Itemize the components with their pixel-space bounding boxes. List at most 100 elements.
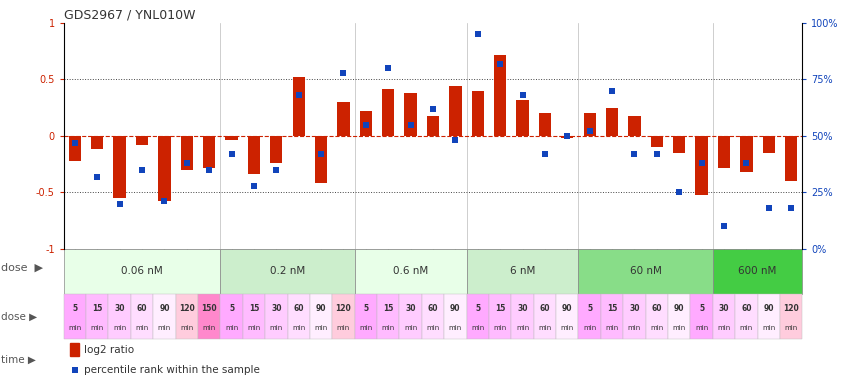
Text: min: min [762, 325, 775, 331]
Bar [382, 89, 395, 136]
Bar [64, 249, 221, 294]
Text: 60 nM: 60 nM [630, 266, 661, 276]
Bar [623, 294, 645, 339]
Text: 60: 60 [651, 304, 662, 313]
Text: min: min [739, 325, 753, 331]
Bar [355, 294, 377, 339]
Bar [467, 249, 578, 294]
Text: min: min [314, 325, 328, 331]
Text: min: min [68, 325, 82, 331]
Bar [265, 294, 288, 339]
Bar [176, 294, 198, 339]
Bar [243, 294, 265, 339]
Text: 30: 30 [271, 304, 282, 313]
Bar [221, 249, 355, 294]
Text: min: min [471, 325, 485, 331]
Text: 600 nM: 600 nM [739, 266, 777, 276]
Bar [668, 294, 690, 339]
Bar [288, 294, 310, 339]
Bar [355, 249, 467, 294]
Text: min: min [247, 325, 261, 331]
Bar [198, 294, 221, 339]
Text: 0.2 nM: 0.2 nM [270, 266, 305, 276]
Text: 90: 90 [674, 304, 684, 313]
Text: 90: 90 [562, 304, 572, 313]
Text: min: min [695, 325, 708, 331]
Bar [780, 294, 802, 339]
Bar [713, 294, 735, 339]
Bar [422, 294, 444, 339]
Bar [516, 100, 529, 136]
Bar [293, 77, 305, 136]
Text: 6 nM: 6 nM [510, 266, 535, 276]
Bar [583, 113, 596, 136]
Text: 30: 30 [719, 304, 729, 313]
Bar [270, 136, 283, 163]
Text: 90: 90 [316, 304, 326, 313]
Text: min: min [560, 325, 574, 331]
Text: log2 ratio: log2 ratio [84, 345, 134, 355]
Text: GDS2967 / YNL010W: GDS2967 / YNL010W [64, 9, 195, 22]
Bar [248, 136, 260, 174]
Text: min: min [381, 325, 395, 331]
Bar [399, 294, 422, 339]
Bar [511, 294, 534, 339]
Text: 30: 30 [405, 304, 416, 313]
Text: min: min [493, 325, 507, 331]
Bar [539, 113, 551, 136]
Bar [310, 294, 332, 339]
Bar [717, 136, 730, 167]
Bar [606, 108, 618, 136]
Text: min: min [627, 325, 641, 331]
Text: 15: 15 [607, 304, 617, 313]
Text: min: min [113, 325, 127, 331]
Bar [315, 136, 327, 183]
Text: min: min [180, 325, 194, 331]
Bar [578, 249, 713, 294]
Text: 15: 15 [383, 304, 393, 313]
Text: min: min [717, 325, 731, 331]
Text: 120: 120 [335, 304, 351, 313]
Bar [181, 136, 193, 170]
Bar [467, 294, 489, 339]
Bar [601, 294, 623, 339]
Text: min: min [449, 325, 462, 331]
Text: 30: 30 [517, 304, 528, 313]
Bar [377, 294, 399, 339]
Text: 120: 120 [784, 304, 799, 313]
Bar [158, 136, 171, 201]
Text: min: min [337, 325, 350, 331]
Bar [221, 294, 243, 339]
Bar [109, 294, 131, 339]
Text: min: min [270, 325, 283, 331]
Bar [471, 91, 484, 136]
Text: 120: 120 [179, 304, 194, 313]
Bar [70, 343, 79, 356]
Bar [136, 136, 149, 145]
Bar [735, 294, 757, 339]
Text: 5: 5 [475, 304, 481, 313]
Text: 30: 30 [629, 304, 639, 313]
Bar [757, 294, 780, 339]
Text: min: min [784, 325, 798, 331]
Bar [690, 294, 713, 339]
Text: percentile rank within the sample: percentile rank within the sample [84, 365, 260, 375]
Text: min: min [516, 325, 529, 331]
Text: dose  ▶: dose ▶ [1, 263, 42, 273]
Bar [561, 136, 573, 138]
Bar [131, 294, 153, 339]
Text: min: min [426, 325, 440, 331]
Bar [494, 55, 506, 136]
Bar [64, 294, 86, 339]
Text: min: min [135, 325, 149, 331]
Bar [86, 294, 109, 339]
Bar [578, 294, 601, 339]
Text: 150: 150 [201, 304, 217, 313]
Text: 5: 5 [229, 304, 234, 313]
Text: 5: 5 [699, 304, 704, 313]
Text: min: min [359, 325, 373, 331]
Text: 60: 60 [428, 304, 438, 313]
Bar [650, 136, 663, 147]
Text: 90: 90 [763, 304, 774, 313]
Text: min: min [292, 325, 306, 331]
